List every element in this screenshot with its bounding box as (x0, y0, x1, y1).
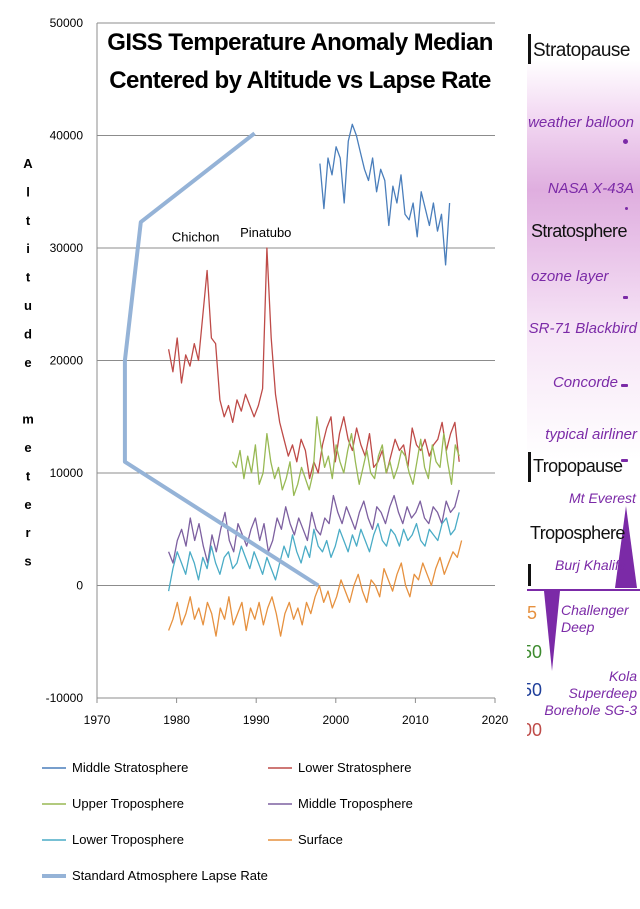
legend-item: Lower Stratosphere (268, 760, 411, 775)
chart-panel: -10000 0 10000 20000 30000 40000 50000 1970 1980… (22, 0, 528, 904)
annotations: Chichon Pinatubo (172, 225, 292, 245)
legend-item: Standard Atmosphere Lapse Rate (42, 868, 268, 883)
challenger-deep-icon (544, 591, 560, 671)
series-line-middle-troposphere (167, 489, 460, 564)
concorde-icon (621, 384, 628, 387)
stratopause-label: Stratopause (533, 40, 630, 61)
edge-number-1: 5 (527, 603, 538, 623)
stratosphere-label: Stratosphere (531, 221, 627, 241)
legend-label: Middle Stratosphere (72, 760, 188, 775)
y-label-char: i (26, 241, 30, 256)
y-label-char: u (24, 298, 32, 313)
y-label-char: t (26, 468, 31, 483)
axes (96, 23, 496, 703)
tropopause-marker-icon (528, 452, 531, 482)
y-label-char: e (24, 355, 31, 370)
troposphere-label: Troposphere (530, 523, 625, 543)
y-tick-label: 10000 (50, 466, 84, 480)
legend-label: Lower Troposphere (72, 832, 184, 847)
annotation-chichon: Chichon (172, 229, 220, 244)
x-tick-label: 2000 (322, 713, 349, 727)
series-line-middle-stratosphere (319, 123, 451, 266)
series-line-upper-troposphere (231, 416, 460, 497)
legend-label: Upper Troposphere (72, 796, 184, 811)
y-label-char: A (23, 156, 33, 171)
tropopause-label: Tropopause (533, 456, 623, 476)
atmosphere-side-panel: Stratopause weather balloon NASA X-43A S… (527, 0, 640, 904)
y-label-char: s (24, 554, 31, 569)
tick-labels: -10000 0 10000 20000 30000 40000 50000 1970 1980… (46, 16, 509, 727)
kola-borehole-label: Kola Superdeep Borehole SG-3 (544, 668, 637, 718)
concorde-label: Concorde (552, 374, 618, 391)
mt-everest-icon (615, 506, 637, 588)
y-label-char: r (25, 525, 30, 540)
nasa-x43a-icon (625, 207, 628, 210)
y-tick-label: 20000 (50, 354, 84, 368)
legend-label: Middle Troposphere (298, 796, 413, 811)
edge-number-4: 00 (527, 720, 543, 740)
airliner-icon (621, 459, 628, 462)
y-tick-label: 40000 (50, 129, 84, 143)
series-line-lower-troposphere (167, 512, 460, 592)
chart-svg: -10000 0 10000 20000 30000 40000 50000 1970 1980… (22, 16, 509, 883)
series-line-surface (167, 540, 463, 637)
y-label-char: t (26, 270, 31, 285)
y-tick-label: 0 (76, 579, 83, 593)
legend: Middle Stratosphere Lower Stratosphere Upp… (42, 760, 413, 883)
mt-everest-label: Mt Everest (569, 490, 636, 506)
y-label-char: t (26, 213, 31, 228)
grid-lines (97, 22, 495, 586)
legend-item: Middle Stratosphere (42, 760, 188, 775)
edge-number-2: 50 (527, 642, 543, 662)
y-label-char: l (26, 184, 30, 199)
series-layer (122, 123, 463, 637)
y-tick-label: 30000 (50, 241, 84, 255)
stratopause-marker-icon (528, 34, 531, 64)
ozone-layer-label: ozone layer (531, 268, 609, 285)
y-tick-label: -10000 (46, 691, 84, 705)
y-label-char: e (24, 497, 31, 512)
weather-balloon-label: weather balloon (528, 114, 634, 131)
series-line-standard-atmosphere-lapse-rate (122, 131, 320, 588)
y-label-char: d (24, 326, 32, 341)
y-tick-label: 50000 (50, 16, 84, 30)
x-tick-label: 2010 (402, 713, 429, 727)
nasa-x43a-label: NASA X-43A (547, 180, 634, 197)
legend-label: Lower Stratosphere (298, 760, 411, 775)
legend-item: Middle Troposphere (268, 796, 413, 811)
title-line: Centered by Altitude vs Lapse Rate (109, 67, 491, 94)
legend-item: Lower Troposphere (42, 832, 184, 847)
annotation-pinatubo: Pinatubo (240, 225, 291, 240)
burj-khalifa-label: Burj Khalifa (555, 557, 627, 573)
legend-label: Surface (298, 832, 343, 847)
ozone-layer-icon (623, 296, 628, 299)
legend-label: Standard Atmosphere Lapse Rate (72, 868, 268, 883)
legend-item: Upper Troposphere (42, 796, 184, 811)
x-tick-label: 2020 (482, 713, 509, 727)
sr71-label: SR-71 Blackbird (528, 320, 637, 337)
surface-marker-icon (528, 564, 531, 586)
x-tick-label: 1980 (163, 713, 190, 727)
y-label-char: m (22, 412, 34, 427)
surface-divider (527, 589, 640, 591)
title-line: GISS Temperature Anomaly Median (107, 29, 493, 56)
x-tick-label: 1970 (84, 713, 111, 727)
x-tick-label: 1990 (243, 713, 270, 727)
weather-balloon-icon (623, 139, 628, 144)
y-label-char: e (24, 440, 31, 455)
challenger-deep-label: Challenger Deep (561, 602, 629, 635)
typical-airliner-label: typical airliner (545, 426, 637, 443)
chart-title: GISS Temperature Anomaly Median Centered … (107, 29, 493, 94)
legend-item: Surface (268, 832, 343, 847)
edge-number-3: 50 (527, 680, 543, 700)
